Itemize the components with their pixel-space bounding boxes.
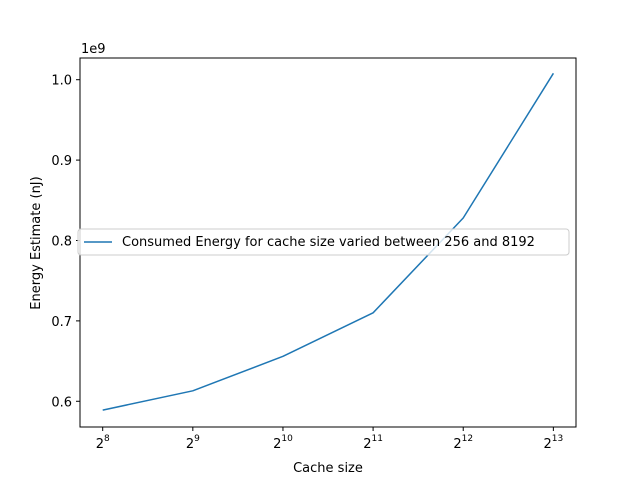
x-tick-label: 210 bbox=[273, 434, 293, 452]
x-axis: 28 29 210 211 212 213 bbox=[96, 427, 563, 452]
y-tick-label: 0.8 bbox=[51, 234, 72, 249]
y-tick-label: 1.0 bbox=[51, 74, 72, 89]
x-tick-label: 28 bbox=[96, 434, 110, 452]
legend-entry: Consumed Energy for cache size varied be… bbox=[122, 235, 535, 250]
y-tick-label: 0.6 bbox=[51, 395, 72, 410]
y-offset-label: 1e9 bbox=[81, 42, 106, 57]
series-layer bbox=[102, 72, 555, 411]
y-axis-label: Energy Estimate (nJ) bbox=[29, 176, 44, 309]
legend: Consumed Energy for cache size varied be… bbox=[77, 228, 570, 256]
x-tick-label: 211 bbox=[363, 434, 383, 452]
series-line bbox=[102, 72, 555, 411]
x-tick-label: 213 bbox=[543, 434, 563, 452]
y-tick-label: 0.7 bbox=[51, 315, 72, 330]
legend-box bbox=[77, 228, 570, 256]
x-tick-label: 212 bbox=[453, 434, 473, 452]
y-tick-label: 0.9 bbox=[51, 154, 72, 169]
x-tick-label: 29 bbox=[186, 434, 200, 452]
y-axis: 0.6 0.7 0.8 0.9 1.0 bbox=[51, 74, 80, 410]
x-axis-label: Cache size bbox=[293, 461, 363, 476]
